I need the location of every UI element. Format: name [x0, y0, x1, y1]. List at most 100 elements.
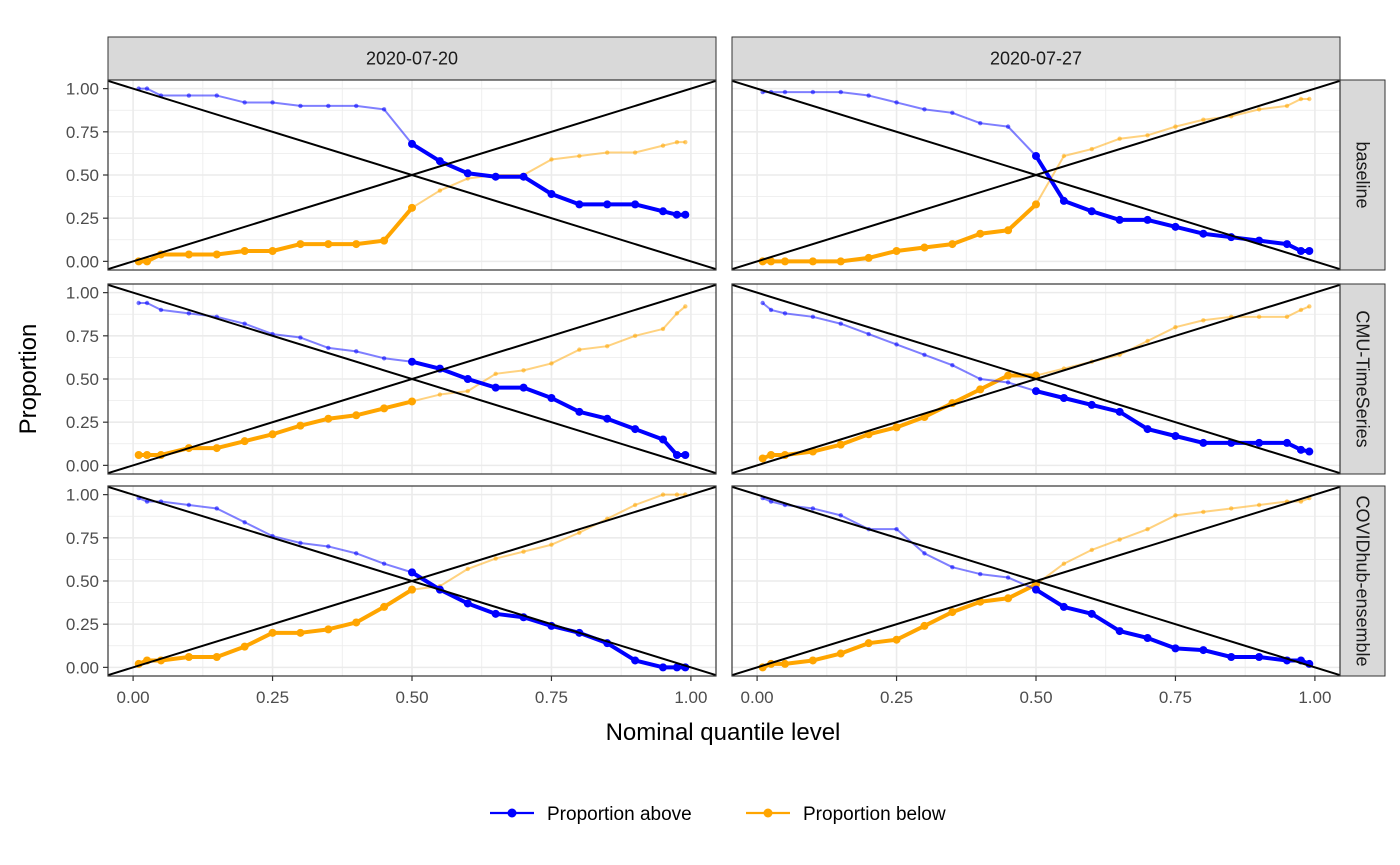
- y-tick-label: 0.25: [66, 209, 99, 228]
- series-below-point: [920, 243, 929, 252]
- series-below-point: [780, 257, 789, 266]
- series-above-point: [575, 407, 584, 416]
- series-below-point: [324, 240, 333, 249]
- series-above-point: [463, 169, 472, 178]
- legend: Proportion above Proportion below: [490, 804, 946, 825]
- series-above-point: [978, 571, 983, 577]
- series-below-point: [836, 649, 845, 658]
- series-above-point: [603, 414, 612, 423]
- series-above-point: [408, 357, 416, 366]
- series-above-point: [659, 207, 668, 216]
- series-above-point: [326, 544, 331, 549]
- series-below-point: [605, 343, 610, 349]
- y-axis-title: Proportion: [15, 324, 42, 435]
- column-strip-2020-07-20: [107, 36, 717, 81]
- series-above-point: [659, 435, 668, 444]
- series-below-point: [1201, 318, 1206, 323]
- row-strip-text-group: CMU-TimeSeries: [1353, 310, 1373, 447]
- y-axis-ticks: 0.00 0.25 0.50 0.75 1.00 0.00 0.25 0.50 0.75 1.00…: [66, 80, 108, 677]
- series-above-point: [491, 609, 500, 618]
- series-above-point: [519, 172, 528, 181]
- series-above-point: [270, 100, 275, 105]
- series-below-point: [1284, 314, 1290, 320]
- series-above-point: [186, 311, 192, 316]
- series-above-point: [1087, 400, 1096, 409]
- series-above-point: [768, 499, 774, 504]
- panel-plot-area: [108, 486, 716, 676]
- series-below-point: [1061, 153, 1067, 159]
- series-above-point: [242, 321, 247, 326]
- series-below-point: [437, 188, 443, 193]
- series-below-point: [352, 618, 361, 627]
- series-above-point: [381, 356, 387, 361]
- series-above-point: [136, 300, 141, 306]
- series-below-point: [465, 388, 470, 394]
- series-below-point: [268, 430, 277, 439]
- series-below-point: [268, 628, 277, 637]
- series-above-point: [782, 89, 788, 95]
- series-above-point: [1005, 575, 1011, 580]
- series-below-point: [1173, 324, 1178, 330]
- series-above-point: [768, 307, 774, 313]
- series-above-point: [866, 331, 871, 337]
- series-below-point: [324, 625, 333, 634]
- series-above-point: [1255, 438, 1264, 447]
- panel-baseline-2020-07-20: [107, 79, 717, 271]
- y-tick-label: 0.00: [66, 658, 99, 677]
- y-tick-label: 0.75: [66, 327, 99, 346]
- series-above-point: [672, 451, 681, 459]
- y-tick-label: 0.75: [66, 123, 99, 142]
- series-below-point: [1173, 124, 1178, 129]
- series-below-point: [1145, 133, 1150, 138]
- reference-line-complement: [108, 486, 716, 676]
- series-below-point: [632, 333, 638, 339]
- series-above-point: [978, 120, 983, 126]
- series-below-point: [1145, 338, 1150, 344]
- reference-line-complement: [732, 486, 1340, 676]
- series-above-point: [408, 139, 416, 148]
- series-below-point: [1298, 307, 1304, 313]
- series-above-point: [1305, 447, 1314, 456]
- series-above-point: [782, 311, 788, 316]
- series-below-point: [632, 150, 638, 155]
- series-below-point: [380, 404, 389, 413]
- series-below-point: [465, 176, 470, 181]
- reference-line-complement: [108, 80, 716, 270]
- series-above-point: [1171, 222, 1180, 231]
- x-tick-label: 0.75: [1159, 688, 1192, 707]
- series-below-point: [577, 153, 582, 159]
- series-above-point: [242, 100, 247, 105]
- panel-plot-area: [732, 284, 1340, 474]
- x-tick-label: 1.00: [674, 688, 707, 707]
- series-above-point: [491, 172, 500, 181]
- row-strip-covidhub-ensemble: [1339, 485, 1386, 677]
- row-strip-label-baseline: baseline: [1353, 141, 1373, 208]
- series-above-point: [1115, 407, 1124, 416]
- panel-plot-area: [108, 80, 716, 270]
- series-above-point: [1283, 438, 1292, 447]
- legend-label-proportion-below: Proportion below: [803, 804, 946, 825]
- column-strip-label-2020-07-27: 2020-07-27: [990, 49, 1082, 69]
- series-above-point: [1032, 585, 1040, 594]
- series-above-point: [354, 349, 359, 354]
- y-tick-label: 0.50: [66, 166, 99, 185]
- series-below-point: [836, 440, 845, 449]
- series-below-point: [780, 659, 789, 668]
- series-above-point: [1059, 602, 1068, 611]
- series-below-point: [767, 257, 776, 266]
- series-below-point: [1201, 117, 1206, 122]
- series-above-point: [1059, 394, 1068, 402]
- series-above-point: [1199, 229, 1208, 238]
- series-above-point: [1087, 609, 1096, 618]
- series-above-point: [603, 200, 612, 209]
- series-above-point: [326, 103, 331, 109]
- legend-label-proportion-above: Proportion above: [547, 804, 692, 825]
- series-above-point: [1227, 653, 1236, 661]
- series-above-point: [922, 107, 927, 112]
- series-above-point: [631, 200, 640, 209]
- series-below-point: [808, 656, 817, 665]
- x-tick-label: 0.50: [1019, 688, 1052, 707]
- series-above-point: [186, 502, 192, 508]
- series-below-point: [521, 549, 526, 554]
- series-above-point: [463, 375, 472, 383]
